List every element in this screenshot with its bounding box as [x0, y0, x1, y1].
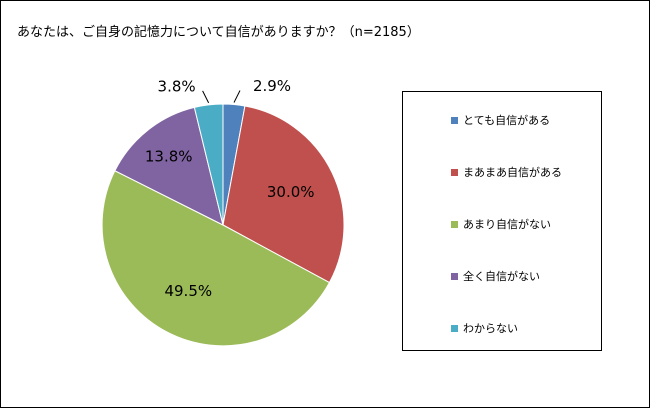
data-label-5: 3.8% — [158, 77, 196, 95]
legend-label-4: 全く自信がない — [463, 270, 540, 283]
pie-slices — [101, 103, 345, 347]
legend: とても自信がある まあまあ自信がある あまり自信がない 全く自信がない わからない — [402, 91, 602, 351]
pie-slice-3 — [101, 170, 331, 347]
leader-line-5 — [202, 90, 210, 104]
legend-swatch-1 — [451, 116, 458, 124]
legend-swatch-2 — [451, 168, 458, 176]
legend-swatch-5 — [451, 324, 458, 332]
data-label-1: 2.9% — [253, 77, 291, 95]
legend-item-5: わからない — [451, 320, 518, 336]
pie-slice-2 — [222, 105, 345, 284]
legend-label-3: あまり自信がない — [463, 218, 551, 231]
pie-slice-4 — [114, 106, 224, 226]
legend-swatch-3 — [451, 220, 458, 228]
leader-line-1 — [233, 90, 241, 103]
legend-item-3: あまり自信がない — [451, 216, 551, 232]
legend-item-2: まあまあ自信がある — [451, 164, 562, 180]
legend-label-5: わからない — [463, 322, 518, 335]
data-label-2: 30.0% — [267, 183, 315, 201]
data-labels: 2.9% 30.0% 49.5% 13.8% 3.8% — [145, 77, 315, 300]
legend-item-4: 全く自信がない — [451, 268, 540, 284]
legend-label-2: まあまあ自信がある — [463, 166, 562, 179]
chart-title: あなたは、ご自身の記憶力について自信がありますか？（n=2185） — [17, 25, 420, 40]
leader-lines — [202, 90, 241, 104]
legend-swatch-4 — [451, 272, 458, 280]
legend-label-1: とても自信がある — [463, 114, 551, 127]
legend-item-1: とても自信がある — [451, 112, 550, 128]
data-label-4: 13.8% — [145, 147, 193, 165]
pie-slice-5 — [193, 103, 224, 226]
data-label-3: 49.5% — [164, 282, 212, 300]
